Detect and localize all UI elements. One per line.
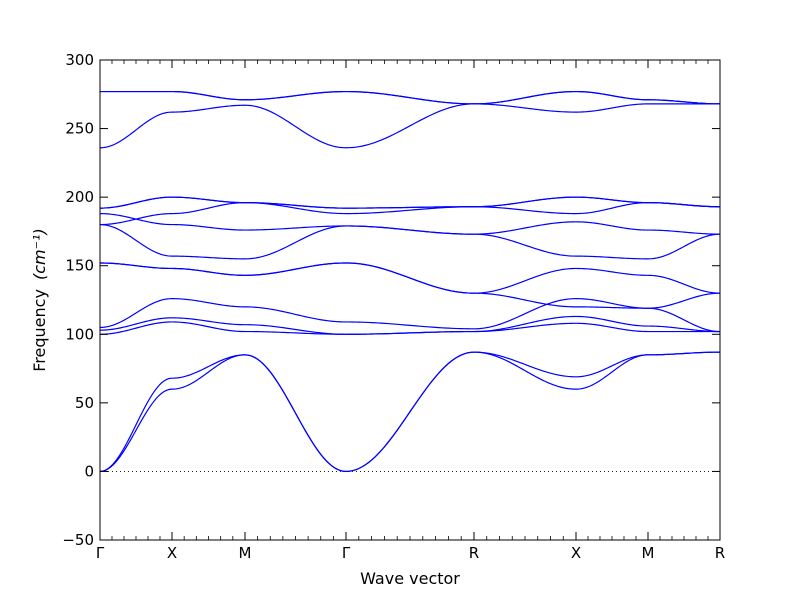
band-12-segment-6 (575, 196, 649, 204)
band-13-segment-6 (575, 103, 649, 113)
y-tick-label: 150 (65, 257, 94, 275)
band-15-segment-2 (171, 90, 246, 101)
x-tick-label: Γ (342, 544, 351, 562)
band-6-segment-6 (575, 267, 649, 276)
band-2-segment-5 (473, 351, 577, 378)
x-axis-title: Wave vector (360, 569, 460, 588)
band-4-segment-1 (99, 317, 173, 331)
band-7-segment-2 (171, 267, 246, 276)
y-axis-unit: (cm⁻¹) (30, 228, 49, 280)
band-4-segment-7 (647, 325, 721, 333)
band-7-segment-4 (345, 262, 475, 294)
band-10-segment-4 (345, 225, 475, 235)
band-7-segment-6 (576, 306, 648, 309)
x-tick-label: R (715, 544, 725, 562)
y-tick-label: 0 (84, 462, 94, 480)
band-12-segment-1 (99, 196, 173, 209)
band-13-segment-3 (244, 104, 347, 149)
x-tick-label: M (239, 544, 252, 562)
band-6-segment-5 (473, 267, 577, 294)
band-1-segment-6 (575, 354, 649, 390)
band-3-segment-6 (575, 322, 649, 333)
band-1-segment-5 (473, 351, 577, 390)
band-1-segment-2 (171, 354, 246, 390)
band-4-segment-3 (244, 324, 347, 335)
band-10-segment-2 (171, 223, 246, 231)
x-tick-label: R (469, 544, 479, 562)
band-13-segment-5 (473, 103, 577, 113)
y-tick-label: 200 (65, 188, 94, 206)
band-15-segment-5 (473, 90, 577, 105)
band-2-segment-4 (345, 351, 475, 473)
band-10-segment-7 (648, 229, 720, 235)
band-2-segment-2 (171, 354, 246, 379)
band-8-segment-3 (244, 225, 347, 260)
band-5-segment-1 (99, 298, 173, 329)
band-10-segment-5 (473, 221, 577, 235)
band-12-segment-2 (171, 196, 246, 204)
band-10-segment-6 (575, 221, 649, 231)
band-12-segment-3 (244, 202, 346, 209)
band-10-segment-3 (244, 225, 347, 231)
band-15-segment-6 (575, 90, 649, 101)
y-tick-label: 300 (65, 51, 94, 69)
band-7-segment-5 (473, 292, 577, 308)
y-tick-label: 250 (65, 120, 94, 138)
band-4-segment-6 (575, 315, 649, 327)
y-axis-title-text: Frequency (30, 289, 49, 372)
band-9-segment-2 (171, 202, 246, 215)
band-4-segment-5 (473, 315, 577, 333)
band-9-segment-6 (575, 202, 649, 215)
band-13-segment-2 (171, 104, 246, 113)
band-3-segment-2 (171, 321, 246, 333)
band-12-segment-5 (473, 196, 577, 208)
band-curves (99, 90, 721, 473)
band-5-segment-3 (244, 306, 347, 323)
y-tick-label: −50 (62, 531, 94, 549)
band-9-segment-5 (473, 206, 577, 215)
band-5-segment-7 (647, 307, 721, 333)
band-5-segment-4 (345, 321, 475, 330)
band-4-segment-2 (171, 317, 246, 326)
band-2-segment-7 (647, 351, 721, 356)
band-2-segment-6 (575, 354, 649, 378)
band-15-segment-7 (647, 99, 721, 105)
plot-frame (99, 59, 721, 541)
band-7-segment-1 (99, 262, 173, 270)
x-tick-label: Γ (96, 544, 105, 562)
y-tick-labels: −50 0 50 100 150 200 250 300 (62, 51, 94, 549)
band-5-segment-5 (473, 298, 577, 330)
band-7-segment-7 (647, 292, 721, 309)
y-axis-title: Frequency (cm⁻¹) (30, 228, 49, 371)
band-7-segment-3 (244, 262, 347, 276)
band-4-segment-4 (345, 330, 475, 335)
band-2-segment-1 (99, 377, 173, 473)
band-12-segment-4 (346, 206, 474, 209)
band-2-segment-3 (244, 354, 347, 473)
band-10-segment-1 (99, 213, 173, 226)
band-15-segment-4 (345, 90, 475, 105)
band-8-segment-6 (575, 255, 649, 260)
x-tick-label: X (571, 544, 581, 562)
band-12-segment-7 (648, 202, 720, 208)
band-5-segment-2 (171, 298, 246, 308)
band-13-segment-1 (99, 111, 173, 149)
band-6-segment-7 (647, 274, 721, 294)
band-8-segment-1 (99, 223, 173, 257)
y-tick-label: 50 (75, 394, 94, 412)
band-3-segment-1 (99, 321, 173, 335)
x-tick-label: M (642, 544, 655, 562)
x-tick-label: X (167, 544, 177, 562)
band-8-segment-7 (647, 233, 721, 260)
band-15-segment-3 (244, 90, 347, 101)
band-8-segment-5 (473, 233, 577, 257)
band-8-segment-2 (171, 255, 246, 260)
band-13-segment-4 (345, 103, 475, 149)
y-tick-label: 100 (65, 325, 94, 343)
